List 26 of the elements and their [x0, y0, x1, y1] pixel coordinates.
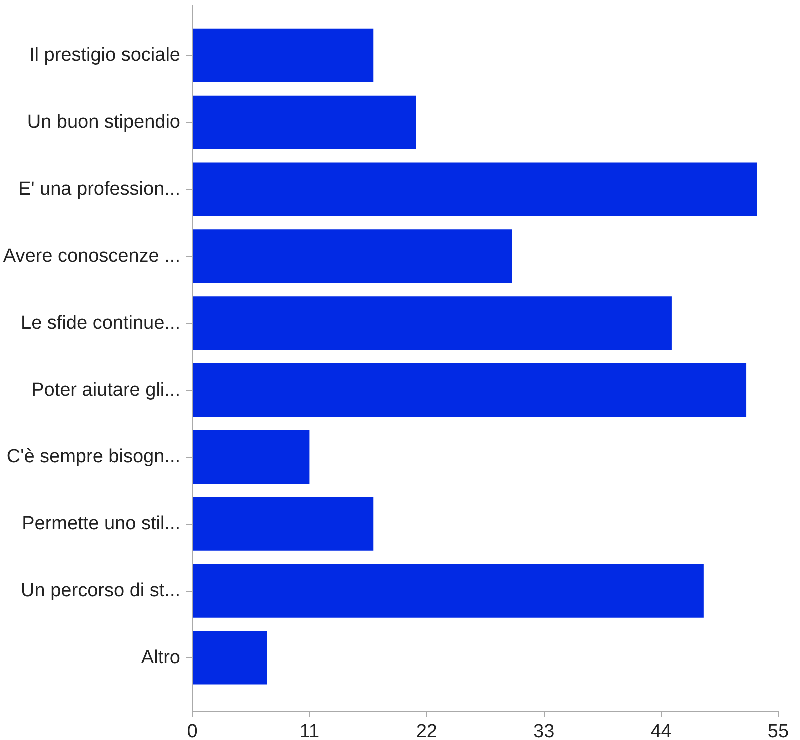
y-tick-label: Avere conoscenze ... [3, 246, 181, 267]
y-tick-label: C'è sempre bisogn... [6, 446, 181, 468]
bar [192, 28, 374, 82]
bar [192, 430, 310, 484]
bar [192, 296, 672, 350]
x-tick-label: 33 [534, 722, 555, 740]
y-tick-label: Un percorso di st... [21, 580, 181, 602]
y-tick-label: E' una profession... [18, 179, 181, 200]
y-tick-label: Le sfide continue... [21, 312, 181, 334]
bar [192, 631, 268, 685]
bar [192, 564, 704, 618]
bar [192, 230, 512, 284]
y-tick-label: Altro [141, 647, 181, 668]
bar [192, 162, 758, 216]
bar [192, 364, 747, 418]
bar [192, 497, 374, 551]
x-tick-label: 44 [650, 722, 672, 740]
x-tick-label: 0 [187, 722, 198, 740]
y-tick-label: Il prestigio sociale [29, 45, 181, 66]
x-tick-label: 11 [300, 722, 320, 740]
y-tick-label: Un buon stipendio [27, 112, 181, 134]
x-tick-label: 22 [416, 722, 438, 740]
bar [192, 96, 416, 150]
y-tick-label: Permette uno stil... [22, 514, 181, 535]
x-tick-label: 55 [768, 722, 790, 740]
y-tick-label: Poter aiutare gli... [32, 380, 181, 401]
